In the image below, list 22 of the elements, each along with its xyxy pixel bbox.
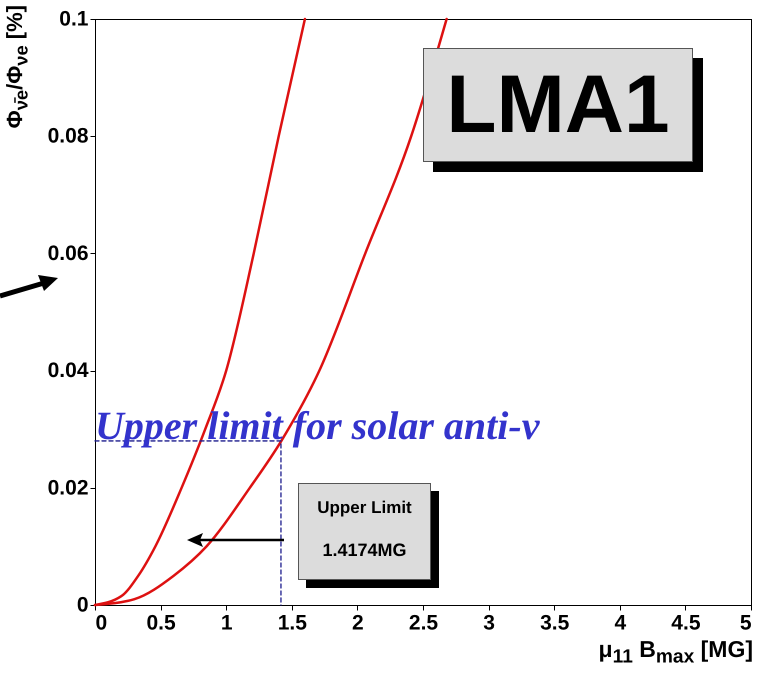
x-tick-label: 5 bbox=[740, 612, 752, 634]
x-tick-label: 2 bbox=[352, 612, 364, 634]
x-tick-label: 0.5 bbox=[146, 612, 176, 634]
y-tick-label: 0 bbox=[76, 594, 88, 616]
y-tick-label: 0.02 bbox=[48, 476, 88, 500]
y-tick-label: 0.1 bbox=[59, 8, 89, 30]
x-tick-label: 4 bbox=[614, 612, 626, 634]
annotation: 1.4174MG bbox=[321, 539, 408, 561]
x-tick-label: 1.5 bbox=[278, 612, 308, 634]
x-tick-label: 3 bbox=[483, 612, 495, 634]
x-tick-label: 3.5 bbox=[540, 612, 570, 634]
annotation: Upper limit for solar anti-ν bbox=[95, 402, 540, 449]
y-tick-label: 0.08 bbox=[48, 124, 89, 148]
x-tick-label: 1 bbox=[220, 612, 233, 634]
annotation: Upper Limit bbox=[316, 497, 413, 518]
y-tick-label: 0.04 bbox=[48, 359, 89, 382]
annotation: LMA1 bbox=[423, 48, 693, 162]
x-axis-title: μ$_{11}$ B$_{max}$ [MG] bbox=[598, 636, 753, 670]
x-tick-label: 2.5 bbox=[408, 612, 438, 634]
y-tick-label: 0.06 bbox=[48, 242, 88, 265]
x-tick-label: 0 bbox=[96, 612, 108, 634]
x-tick-label: 4.5 bbox=[671, 612, 701, 634]
